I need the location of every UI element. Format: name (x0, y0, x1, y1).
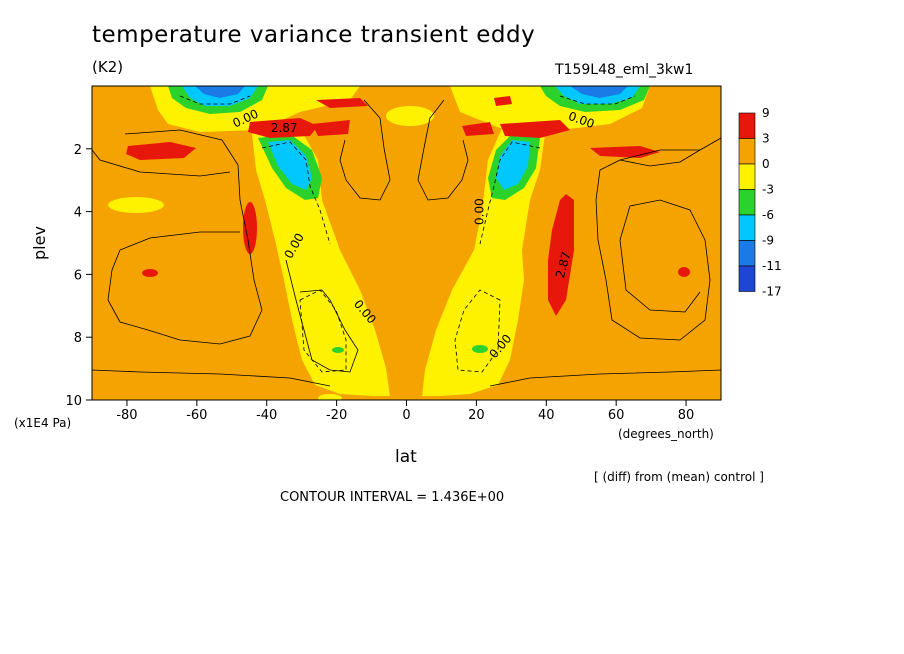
x-tick-label: -20 (326, 408, 347, 423)
x-tick-label: -60 (186, 408, 207, 423)
contour-line (92, 149, 231, 177)
yellow-left-column (252, 128, 390, 396)
contour-fills (108, 86, 690, 400)
x-tick-label: -40 (256, 408, 277, 423)
red-band-left (248, 118, 318, 138)
y-tick-label: 8 (74, 331, 82, 346)
x-axis-units: (degrees_north) (618, 427, 714, 441)
contour-line (454, 289, 501, 373)
x-axis-label: lat (395, 447, 417, 467)
contour-line (619, 137, 721, 167)
yellow-right-column (422, 128, 545, 396)
y-tick-label: 2 (74, 143, 82, 158)
yellow-small-blob (386, 106, 434, 126)
contour-lines (92, 95, 721, 387)
red-band-right (500, 120, 570, 138)
contour-line (107, 129, 263, 345)
yellow-bottom-blob (318, 394, 342, 400)
contour-label: 0.00 (472, 198, 486, 225)
color-legend: 9 3 0 -3 -6 -9 -11 -17 (738, 106, 782, 299)
legend-level: -17 (762, 285, 782, 299)
y-tick-label: 6 (74, 268, 82, 283)
contour-line (479, 141, 541, 245)
blue-top-right (570, 86, 628, 98)
chart-units: (K2) (92, 58, 124, 76)
legend-level: -11 (762, 259, 782, 273)
legend-level: -6 (762, 208, 774, 222)
red-small-top-right (494, 96, 512, 106)
diff-note: [ (diff) from (mean) control ] (594, 470, 764, 484)
blue-top-left (195, 86, 245, 98)
y-axis-units: (x1E4 Pa) (14, 416, 72, 430)
contour-line (417, 99, 469, 201)
plot-area (92, 86, 721, 400)
x-tick-label: 60 (608, 408, 625, 423)
cyan-left-column (268, 140, 312, 190)
legend-level: 3 (762, 132, 770, 146)
contour-line (339, 99, 391, 201)
x-tick-label: 0 (402, 408, 410, 423)
legend-swatch (738, 163, 756, 190)
y-tick-label: 10 (65, 394, 82, 409)
x-tick-label: -80 (116, 408, 137, 423)
x-tick-label: 80 (678, 408, 695, 423)
contour-line (261, 141, 331, 245)
contour-interval: CONTOUR INTERVAL = 1.436E+00 (280, 490, 505, 505)
legend-swatch (738, 265, 756, 292)
legend-level: 0 (762, 157, 770, 171)
x-tick-label: 40 (538, 408, 555, 423)
yellow-left-blob (108, 197, 164, 213)
legend-swatch (738, 214, 756, 241)
red-dot-right (678, 267, 690, 277)
legend-swatch (738, 112, 756, 139)
red-right-vertical (548, 194, 574, 316)
legend-swatch (738, 138, 756, 165)
red-dot-left (142, 269, 158, 277)
contour-line (92, 369, 331, 387)
contour-label: 2.87 (271, 121, 298, 135)
orange-background (92, 86, 721, 400)
x-tick-label: 20 (468, 408, 485, 423)
contour-line (299, 289, 347, 373)
chart-title: temperature variance transient eddy (92, 22, 536, 48)
contour-line (489, 369, 721, 387)
red-left-vertical (243, 202, 257, 254)
contour-line (179, 95, 251, 105)
run-id: T159L48_eml_3kw1 (555, 62, 694, 78)
red-band-center-right (462, 122, 494, 136)
red-band-center-left (316, 98, 368, 108)
red-left-streak (126, 142, 196, 160)
legend-level: -3 (762, 183, 774, 197)
legend-level: -9 (762, 234, 774, 248)
red-band-center (312, 120, 350, 136)
cyan-right-column (496, 140, 530, 190)
legend-swatch (738, 240, 756, 267)
x-axis: -80 -60 -40 -20 0 20 40 60 80 (116, 400, 694, 423)
green-left-lower (332, 347, 344, 353)
contour-label: 2.87 (553, 250, 573, 279)
legend-swatch (738, 189, 756, 216)
legend-level: 9 (762, 106, 770, 120)
green-right-lower (472, 345, 488, 353)
red-right-streak (590, 146, 660, 158)
y-axis: 2 4 6 8 10 (65, 143, 92, 409)
y-tick-label: 4 (74, 206, 82, 221)
contour-line (595, 149, 711, 341)
